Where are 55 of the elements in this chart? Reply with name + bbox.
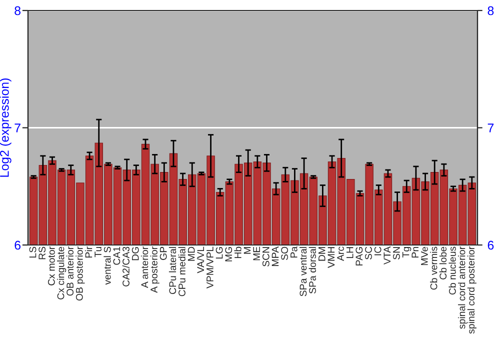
x-tick-label: VMH (328, 247, 335, 268)
x-tick-label: Pir (85, 246, 92, 258)
x-tick-label: CPu medial (178, 247, 186, 296)
x-tick-label: CA1 (113, 246, 120, 265)
x-tick-label: Cb lobe (439, 246, 447, 280)
x-tick-label: SPa dorsal (308, 247, 316, 294)
x-tick-label: A posterior (150, 246, 160, 293)
x-tick-label: MG (225, 247, 232, 262)
x-tick-label: Tg (402, 247, 412, 258)
y-axis-title: Log2 (expression) (0, 78, 12, 177)
x-tick-label: Pn (412, 247, 418, 258)
x-tick-label: spinal cord posterior (467, 246, 476, 334)
x-tick-label: SPa ventral (300, 247, 307, 296)
x-tick-label: SN (393, 247, 400, 260)
y-tick-label: 8 (14, 6, 21, 16)
y2-tick-label: 8 (488, 6, 494, 16)
x-tick-label: VA/VL (196, 246, 204, 274)
x-tick-label: GP (160, 246, 167, 260)
x-tick-label: Tu (94, 247, 102, 258)
x-tick-label: Hb (234, 246, 242, 258)
x-tick-label: RS (38, 246, 46, 260)
x-tick-label: Arc (337, 246, 344, 261)
x-tick-label: CPu lateral (168, 247, 176, 294)
y-tick-label: 6 (14, 240, 21, 250)
x-tick-label: SO (281, 246, 288, 260)
x-tick-label: MPA (272, 246, 279, 266)
x-tick-label: VPM/VPL (206, 246, 214, 288)
x-tick-label: MD (188, 246, 195, 261)
y-tick-label: 7 (14, 124, 20, 132)
x-tick-label: VTA (384, 246, 390, 265)
x-tick-label: Cx cingulate (57, 246, 66, 300)
x-tick-label: LS (29, 246, 36, 258)
x-tick-label: LG (216, 247, 223, 259)
x-tick-label: CA2/CA3 (122, 246, 130, 286)
x-tick-label: LH (346, 247, 354, 258)
x-tick-label: IC (374, 246, 382, 256)
x-tick-label: OB anterior (66, 246, 74, 296)
x-tick-label: DM (318, 247, 326, 261)
x-tick-label: spinal cord anterior (458, 246, 468, 329)
x-tick-label: PAG (356, 247, 363, 266)
y2-tick-label: 7 (488, 124, 494, 132)
y2-tick-label: 6 (488, 240, 494, 250)
x-tick-label: M (244, 247, 251, 254)
x-tick-label: DG (132, 247, 139, 260)
x-tick-label: SCN (262, 247, 270, 266)
x-tick-label: Cx motor (48, 246, 55, 286)
x-tick-label: Pa (290, 246, 298, 258)
x-tick-label: SC (365, 246, 372, 260)
x-tick-label: ME (253, 246, 260, 260)
x-tick-label: ventral S (104, 246, 111, 285)
x-tick-label: Cb vermis (430, 246, 438, 290)
x-tick-label: MVe (421, 246, 428, 266)
x-tick-label: Cb nucleus (448, 246, 456, 295)
x-tick-label: OB posterior (76, 246, 85, 300)
x-tick-label: A anterior (140, 246, 148, 288)
